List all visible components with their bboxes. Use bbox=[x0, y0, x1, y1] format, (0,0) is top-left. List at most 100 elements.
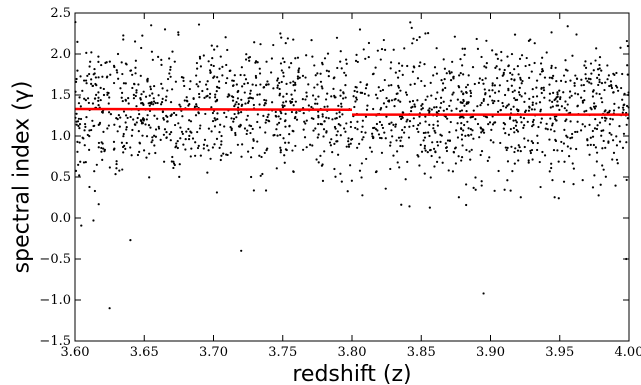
data-point bbox=[461, 47, 464, 50]
data-point bbox=[317, 161, 320, 164]
data-point bbox=[442, 109, 445, 112]
data-point bbox=[379, 58, 382, 61]
data-point bbox=[413, 82, 416, 85]
data-point bbox=[230, 117, 233, 120]
data-point bbox=[194, 114, 198, 117]
data-point bbox=[542, 86, 545, 89]
data-point bbox=[101, 158, 104, 161]
data-point bbox=[321, 179, 325, 182]
data-point bbox=[298, 67, 301, 70]
data-point bbox=[479, 153, 482, 157]
data-point bbox=[340, 67, 343, 70]
data-point bbox=[328, 141, 332, 144]
data-point bbox=[184, 138, 187, 141]
data-point bbox=[304, 122, 307, 125]
data-point bbox=[193, 105, 197, 108]
data-point bbox=[466, 120, 469, 123]
data-point bbox=[436, 140, 439, 144]
data-point bbox=[188, 103, 191, 106]
data-point bbox=[224, 81, 228, 85]
data-point bbox=[488, 95, 492, 98]
data-point bbox=[149, 126, 152, 129]
data-point bbox=[397, 62, 401, 65]
data-point bbox=[253, 41, 256, 44]
data-point bbox=[166, 77, 170, 81]
data-point bbox=[594, 118, 597, 121]
data-point bbox=[108, 307, 111, 310]
data-point bbox=[226, 95, 229, 98]
data-point bbox=[593, 127, 597, 130]
data-point bbox=[618, 125, 621, 128]
data-point bbox=[342, 97, 345, 100]
data-point bbox=[483, 88, 486, 91]
data-point bbox=[323, 120, 326, 123]
data-point bbox=[282, 137, 285, 140]
data-point bbox=[529, 38, 532, 41]
data-point bbox=[598, 63, 601, 67]
data-point bbox=[413, 103, 416, 106]
data-point bbox=[476, 105, 479, 108]
data-point bbox=[241, 143, 244, 146]
data-point bbox=[311, 55, 314, 58]
data-point bbox=[382, 102, 386, 105]
data-point bbox=[613, 102, 616, 105]
data-point bbox=[417, 124, 420, 127]
data-point bbox=[605, 117, 608, 120]
data-point bbox=[198, 55, 202, 58]
data-point bbox=[579, 129, 583, 132]
data-point bbox=[236, 97, 240, 100]
data-point bbox=[390, 129, 393, 132]
data-point bbox=[536, 141, 539, 145]
data-point bbox=[593, 174, 596, 177]
data-point bbox=[203, 138, 207, 142]
data-point bbox=[492, 101, 495, 105]
data-point bbox=[581, 101, 585, 104]
data-point bbox=[465, 91, 468, 94]
data-point bbox=[569, 147, 572, 150]
data-point bbox=[172, 166, 175, 170]
data-point bbox=[625, 39, 628, 43]
data-point bbox=[460, 90, 463, 93]
data-point bbox=[496, 57, 499, 60]
data-point bbox=[532, 95, 535, 98]
data-point bbox=[284, 141, 287, 144]
data-point bbox=[189, 155, 192, 158]
data-point bbox=[394, 71, 397, 74]
data-point bbox=[337, 153, 340, 156]
data-point bbox=[121, 99, 124, 103]
data-point bbox=[598, 92, 601, 96]
data-point bbox=[247, 97, 250, 100]
data-point bbox=[452, 76, 455, 79]
data-point bbox=[113, 65, 116, 69]
data-point bbox=[512, 126, 515, 130]
data-point bbox=[320, 85, 323, 88]
data-point bbox=[488, 121, 492, 124]
data-point bbox=[461, 144, 464, 147]
data-point bbox=[145, 135, 149, 138]
data-point bbox=[322, 128, 326, 131]
data-point bbox=[418, 115, 421, 118]
data-point bbox=[420, 150, 424, 153]
data-point bbox=[513, 89, 516, 92]
data-point bbox=[275, 128, 278, 131]
data-point bbox=[86, 97, 90, 100]
data-point bbox=[574, 74, 577, 77]
data-point bbox=[138, 113, 141, 116]
data-point bbox=[319, 72, 322, 75]
data-point bbox=[153, 114, 156, 117]
data-point bbox=[543, 76, 547, 79]
data-point bbox=[273, 133, 276, 137]
data-point bbox=[470, 148, 473, 151]
data-point bbox=[504, 146, 507, 149]
data-point bbox=[245, 132, 248, 136]
data-point bbox=[523, 124, 526, 127]
data-point bbox=[169, 75, 172, 78]
data-point bbox=[91, 119, 94, 122]
data-point bbox=[304, 76, 307, 79]
data-point bbox=[218, 86, 221, 90]
data-point bbox=[382, 38, 385, 42]
data-point bbox=[421, 107, 424, 110]
data-point bbox=[433, 129, 436, 133]
data-point bbox=[265, 83, 268, 86]
data-point bbox=[525, 56, 528, 60]
